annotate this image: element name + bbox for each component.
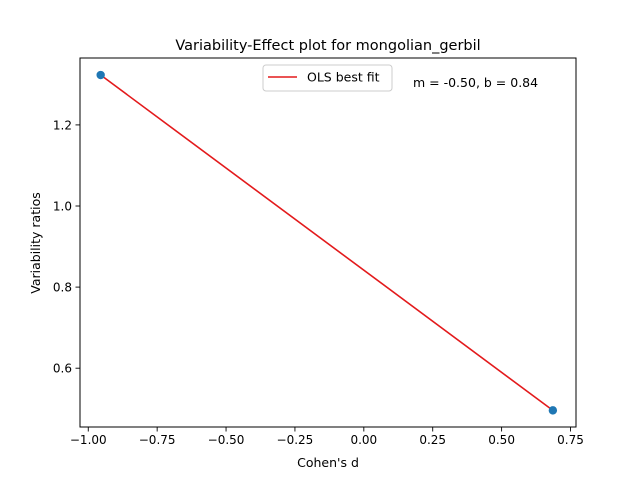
x-tick-label: 0.25 xyxy=(419,433,446,447)
y-tick-label: 0.6 xyxy=(53,362,72,376)
axes-frame xyxy=(79,57,577,428)
x-tick-label: −0.75 xyxy=(139,433,176,447)
data-point xyxy=(548,406,558,415)
x-tick-label: −1.00 xyxy=(70,433,107,447)
x-tick-label: 0.75 xyxy=(557,433,584,447)
x-tick-label: −0.50 xyxy=(208,433,245,447)
data-point xyxy=(96,70,105,80)
plot-area: −1.00 −0.75 −0.50 −0.25 0.00 0.25 0.50 0.75 0.6 0… xyxy=(53,57,584,447)
x-tick-label: 0.50 xyxy=(488,433,515,447)
legend-label: OLS best fit xyxy=(307,70,380,85)
y-tick-label: 0.8 xyxy=(53,281,72,295)
y-axis-label: Variability ratios xyxy=(28,192,43,293)
ols-fit-line xyxy=(100,74,554,412)
y-tick-label: 1.0 xyxy=(53,200,72,214)
x-tick-label: 0.00 xyxy=(350,433,377,447)
chart-title: Variability-Effect plot for mongolian_ge… xyxy=(175,38,480,54)
fit-annotation: m = -0.50, b = 0.84 xyxy=(413,75,538,90)
y-tick-label: 1.2 xyxy=(53,118,72,132)
legend: OLS best fit xyxy=(262,64,393,92)
x-axis-label: Cohen's d xyxy=(297,455,359,470)
legend-frame xyxy=(262,64,393,92)
x-tick-label: −0.25 xyxy=(277,433,314,447)
